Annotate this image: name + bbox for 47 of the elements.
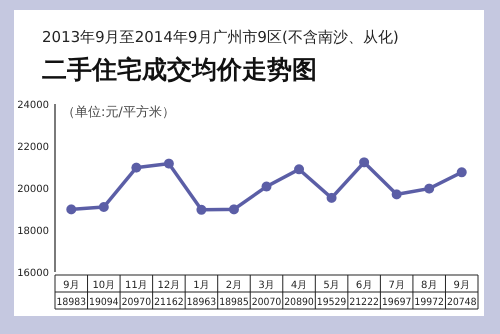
point	[98, 202, 109, 212]
point	[294, 164, 304, 174]
x-tick-label: 6月	[356, 280, 372, 291]
y-tick-label: 22000	[17, 142, 49, 153]
x-tick-label: 12月	[158, 280, 180, 291]
data-label: 19697	[382, 297, 414, 308]
annotation: （单位:元/平方米）	[62, 104, 175, 120]
x-tick-label: 11月	[124, 280, 148, 291]
point	[424, 184, 434, 194]
data-label: 18983	[56, 297, 88, 308]
data-label: 19972	[414, 297, 446, 308]
y-tick-label: 20000	[17, 184, 49, 195]
x-tick-label: 5月	[323, 280, 340, 291]
x-tick-label: 1月	[193, 280, 210, 291]
x-tick-label: 9月	[454, 280, 470, 291]
x-tick-label: 2月	[226, 280, 242, 291]
data-label: 20070	[252, 297, 284, 308]
y-tick-label: 24000	[17, 100, 49, 111]
x-tick-label: 8月	[421, 280, 438, 291]
x-tick-label: 7月	[388, 280, 405, 291]
data-label: 20970	[122, 297, 154, 308]
x-tick-label: 3月	[258, 280, 275, 291]
point	[228, 204, 239, 214]
x-tick-label: 9月	[63, 280, 80, 291]
data-label: 21222	[349, 297, 382, 308]
point	[66, 204, 76, 214]
point	[131, 162, 142, 173]
chart-title: 二手住宅成交均价走势图	[42, 55, 317, 84]
point	[392, 189, 402, 200]
y-tick-label: 16000	[17, 268, 49, 279]
data-label: 20748	[446, 297, 479, 308]
y-tick-label: 18000	[17, 226, 49, 237]
point	[359, 157, 370, 168]
chart-subtitle: 2013年9月至2014年9月广州市9区(不含南沙、从化)	[42, 28, 399, 46]
point	[456, 167, 467, 178]
data-label: 20890	[284, 297, 316, 308]
data-label: 19094	[89, 297, 121, 308]
point	[196, 204, 206, 215]
x-tick-label: 4月	[290, 280, 308, 291]
data-label: 18963	[186, 297, 218, 308]
point	[262, 182, 272, 192]
point	[326, 192, 337, 203]
data-label: 19529	[316, 297, 349, 308]
data-label: 21162	[154, 297, 186, 308]
data-label: 18985	[219, 297, 252, 308]
x-tick-label: 10月	[92, 280, 116, 291]
point	[164, 158, 174, 169]
